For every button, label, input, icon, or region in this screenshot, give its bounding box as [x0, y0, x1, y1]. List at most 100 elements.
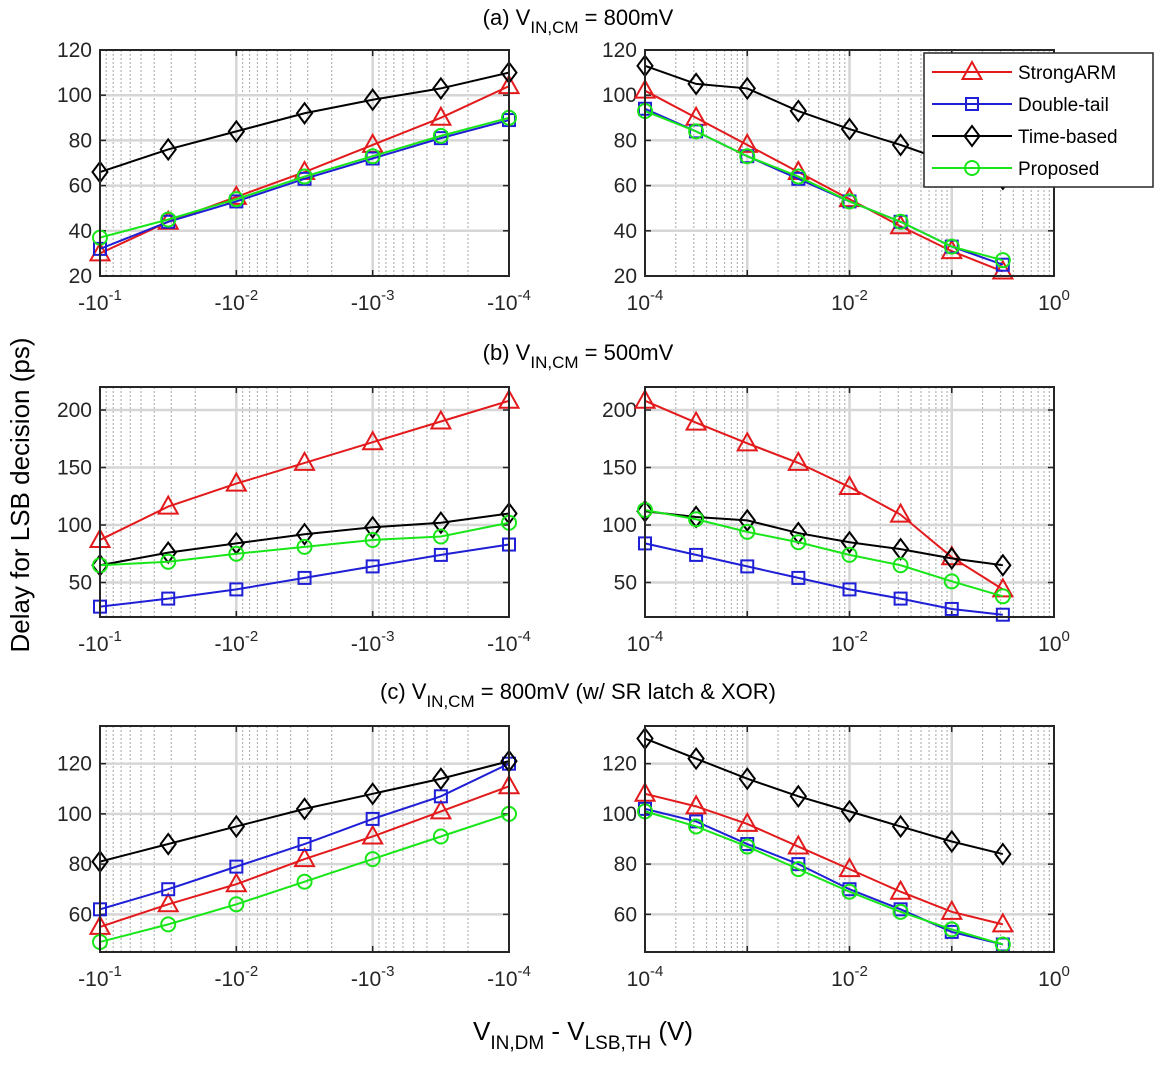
- data-point: [225, 471, 248, 492]
- data-point: [364, 851, 381, 868]
- data-point: [687, 72, 705, 96]
- data-point: [429, 105, 453, 126]
- legend-label: Proposed: [1018, 159, 1099, 180]
- y-tick-label: 40: [614, 220, 637, 243]
- data-point: [361, 824, 384, 845]
- data-point: [157, 892, 180, 913]
- series-line: [99, 543, 510, 608]
- series-line: [644, 510, 1003, 567]
- y-tick-label: 60: [69, 903, 92, 926]
- x-tick-label: -10-3: [351, 628, 395, 656]
- data-point: [296, 873, 313, 890]
- data-point: [429, 409, 453, 430]
- data-point: [361, 430, 384, 451]
- panel-title-b: (b) VIN,CM = 500mV: [483, 340, 674, 372]
- series-line: [644, 810, 1004, 946]
- data-point: [227, 814, 246, 839]
- x-axis-label: VIN,DM - VLSB,TH (V): [473, 1016, 693, 1054]
- data-point: [790, 534, 807, 551]
- y-tick-label: 120: [57, 39, 92, 62]
- panel-b-positive: 50 100 150 200 10-4 10-2 100: [602, 386, 1070, 656]
- series-line: [644, 110, 1004, 262]
- data-point: [684, 794, 708, 815]
- data-point: [296, 538, 313, 555]
- y-tick-label: 200: [57, 399, 92, 422]
- data-point: [687, 746, 705, 771]
- data-point: [684, 410, 708, 431]
- data-point: [229, 582, 244, 597]
- data-point: [363, 88, 382, 112]
- data-point: [841, 883, 858, 900]
- y-tick-label: 50: [69, 572, 92, 595]
- data-point: [688, 818, 705, 835]
- data-point: [689, 547, 704, 562]
- data-point: [738, 767, 756, 791]
- major-grid: [100, 726, 509, 952]
- data-point: [841, 193, 858, 210]
- y-tick-label: 50: [614, 572, 637, 595]
- y-tick-label: 200: [602, 399, 637, 422]
- panel-c-positive: 60 80 100 120 10-4 10-2 100: [602, 725, 1070, 991]
- data-point: [740, 559, 755, 574]
- x-tick-label: -10-4: [487, 628, 531, 656]
- y-tick-label: 120: [602, 39, 637, 62]
- x-tick-label: 10-4: [627, 628, 664, 656]
- series-line: [99, 399, 510, 541]
- series-time-based: [91, 749, 518, 874]
- axes-frame: [99, 386, 510, 618]
- legend-marker: [960, 59, 984, 80]
- legend-marker: [963, 124, 981, 148]
- data-point: [160, 553, 177, 570]
- data-point: [736, 431, 759, 452]
- y-tick-label: 100: [602, 84, 637, 107]
- x-tick-label: -10-1: [78, 628, 122, 656]
- legend-label: Double-tail: [1018, 95, 1109, 116]
- data-point: [892, 557, 909, 574]
- data-point: [688, 123, 705, 140]
- data-point: [739, 523, 756, 540]
- data-point: [161, 591, 176, 606]
- data-point: [787, 450, 810, 471]
- series-line: [99, 71, 510, 173]
- x-tick-label: -10-4: [487, 963, 531, 991]
- data-point: [789, 99, 808, 123]
- y-tick-label: 150: [57, 457, 92, 480]
- y-axis-label: Delay for LSB decision (ps): [5, 337, 35, 652]
- legend-entry-time-based: Time-based: [932, 124, 1118, 148]
- y-tick-label: 100: [602, 514, 637, 537]
- minor-grid: [105, 50, 469, 276]
- legend-marker: [964, 160, 980, 176]
- series-time-based: [636, 726, 1012, 866]
- axes-frame: [644, 725, 1055, 953]
- data-point: [432, 767, 450, 791]
- data-point: [892, 903, 909, 920]
- data-point: [994, 588, 1011, 605]
- y-tick-label: 100: [57, 514, 92, 537]
- data-point: [893, 591, 908, 606]
- data-point: [365, 811, 380, 826]
- y-tick-label: 80: [69, 129, 92, 152]
- data-point: [943, 921, 960, 938]
- data-point: [159, 832, 177, 856]
- data-point: [994, 553, 1012, 577]
- data-point: [227, 119, 246, 144]
- data-point: [688, 511, 705, 528]
- data-point: [991, 577, 1015, 598]
- data-point: [160, 916, 177, 933]
- data-point: [840, 799, 859, 824]
- data-point: [295, 797, 314, 821]
- data-point: [738, 76, 756, 101]
- x-tick-label: -10-1: [78, 963, 122, 991]
- plot-area: 20 40 60 80 100 120 -10-1 -10-2 -10-3 -10-4 20 40 60…: [57, 39, 1070, 991]
- data-point: [840, 530, 859, 554]
- legend-label: Time-based: [1018, 127, 1118, 148]
- data-point: [293, 450, 316, 471]
- series-strongarm: [633, 388, 1015, 598]
- x-tick-label: 10-2: [831, 963, 868, 991]
- data-point: [943, 829, 961, 854]
- data-point: [991, 912, 1015, 933]
- series-line: [99, 785, 510, 928]
- y-tick-label: 60: [69, 175, 92, 198]
- data-point: [891, 133, 910, 157]
- data-point: [789, 784, 808, 808]
